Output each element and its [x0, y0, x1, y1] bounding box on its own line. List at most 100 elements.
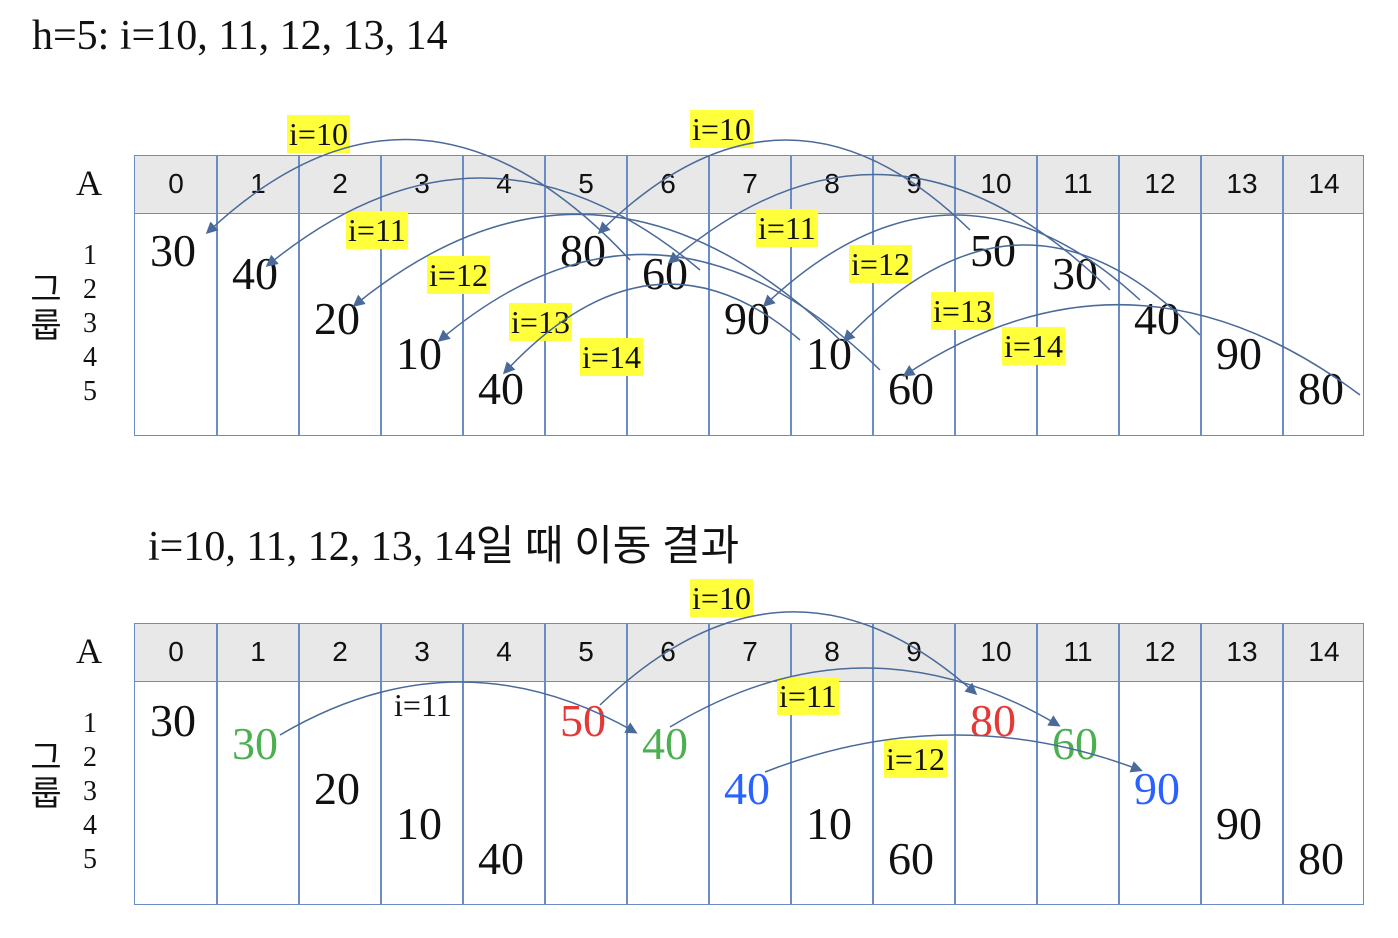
index-0: 0: [168, 168, 184, 199]
column-divider: [298, 156, 300, 435]
column-divider: [708, 624, 710, 904]
index-8: 8: [824, 168, 840, 199]
column-divider: [1282, 624, 1284, 904]
column-divider: [1036, 624, 1038, 904]
index-3: 3: [414, 636, 430, 667]
step-label: i=12: [427, 256, 490, 294]
step-label: i=14: [1002, 327, 1065, 365]
cell-value-5: 50: [560, 695, 606, 746]
group-number: 2: [83, 274, 97, 305]
step-label: i=11: [394, 687, 452, 723]
column-divider: [216, 156, 218, 435]
group-number: 2: [83, 742, 97, 773]
step-label: i=12: [884, 740, 947, 778]
column-divider: [462, 624, 464, 904]
group-number: 1: [83, 708, 97, 739]
group-char: 룹: [30, 306, 62, 346]
step-label: i=10: [690, 579, 753, 617]
cell-value-4: 40: [478, 833, 524, 884]
cell-value-3: 10: [396, 798, 442, 849]
move-arrow: [502, 283, 801, 375]
column-divider: [790, 624, 792, 904]
cell-value-8: 10: [806, 798, 852, 849]
index-7: 7: [742, 168, 758, 199]
column-divider: [708, 156, 710, 435]
bottom-array-table: 0 1 2 3 4 5 6 7 8 9 10 11 12 13 14: [134, 623, 1364, 905]
cell-value-14: 80: [1298, 833, 1344, 884]
column-divider: [1118, 624, 1120, 904]
index-2: 2: [332, 636, 348, 667]
cell-value-7: 40: [724, 763, 770, 814]
index-7: 7: [742, 636, 758, 667]
cell-value-12: 40: [1134, 293, 1180, 344]
group-number: 3: [83, 776, 97, 807]
index-11: 11: [1063, 636, 1093, 667]
index-3: 3: [414, 168, 430, 199]
index-1: 1: [250, 636, 266, 667]
cell-value-13: 90: [1216, 328, 1262, 379]
column-divider: [626, 624, 628, 904]
step-label: i=11: [777, 677, 839, 715]
cell-value-6: 40: [642, 718, 688, 769]
index-5: 5: [578, 168, 594, 199]
column-divider: [790, 156, 792, 435]
cell-value-2: 20: [314, 763, 360, 814]
index-8: 8: [824, 636, 840, 667]
step-label: i=11: [756, 209, 818, 247]
group-number: 5: [83, 376, 97, 407]
cell-value-13: 90: [1216, 798, 1262, 849]
move-arrow: [205, 138, 631, 261]
step-label: i=10: [287, 115, 350, 153]
move-arrow: [669, 667, 1061, 728]
cell-value-1: 30: [232, 718, 278, 769]
move-arrow: [842, 244, 1201, 343]
index-4: 4: [496, 168, 512, 199]
index-10: 10: [980, 636, 1012, 667]
group-number: 5: [83, 844, 97, 875]
index-9: 9: [906, 636, 922, 667]
index-5: 5: [578, 636, 594, 667]
index-0: 0: [168, 636, 184, 667]
column-divider: [1200, 624, 1202, 904]
move-arrow: [762, 214, 1141, 308]
index-12: 12: [1144, 168, 1176, 199]
column-divider: [380, 156, 382, 435]
cell-value-12: 90: [1134, 763, 1180, 814]
index-header: [135, 624, 1363, 682]
cell-value-2: 20: [314, 293, 360, 344]
bottom-title: i=10, 11, 12, 13, 14일 때 이동 결과: [148, 524, 740, 570]
top-array-table: 0 1 2 3 4 5 6 7 8 9 10 11 12 13 14: [134, 155, 1364, 436]
column-divider: [872, 624, 874, 904]
move-arrow: [764, 734, 1143, 773]
step-label: i=12: [849, 245, 912, 283]
index-13: 13: [1226, 636, 1258, 667]
group-char: 그: [30, 270, 62, 310]
group-number: 4: [83, 342, 97, 373]
column-divider: [1200, 156, 1202, 435]
step-label: i=13: [931, 292, 994, 330]
group-number: 3: [83, 308, 97, 339]
index-11: 11: [1063, 168, 1093, 199]
move-arrow: [597, 139, 971, 235]
move-arrow: [352, 213, 841, 341]
index-12: 12: [1144, 636, 1176, 667]
top-title: h=5: i=10, 11, 12, 13, 14: [32, 13, 448, 59]
column-divider: [872, 156, 874, 435]
group-number: 4: [83, 810, 97, 841]
cell-value-4: 40: [478, 363, 524, 414]
move-arrow: [265, 177, 701, 271]
index-13: 13: [1226, 168, 1258, 199]
group-char: 룹: [30, 774, 62, 814]
cell-value-9: 60: [888, 833, 934, 884]
column-divider: [1282, 156, 1284, 435]
index-4: 4: [496, 636, 512, 667]
cell-value-11: 60: [1052, 718, 1098, 769]
move-arrow: [279, 681, 638, 736]
top-array-label: A: [76, 163, 102, 203]
column-divider: [380, 624, 382, 904]
group-char: 그: [30, 738, 62, 778]
